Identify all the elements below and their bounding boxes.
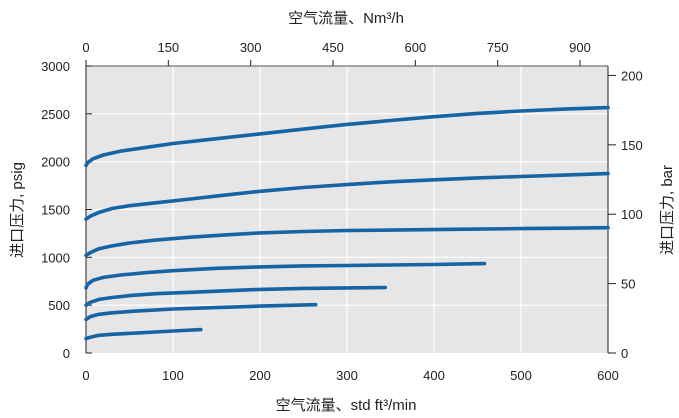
x-tick-label: 400 <box>423 368 445 383</box>
series-line-1 <box>84 105 610 168</box>
y-tick-label: 2000 <box>41 155 70 170</box>
series-line-6 <box>84 302 318 322</box>
x2-tick-label: 600 <box>404 40 426 55</box>
y-tick-label: 3000 <box>41 59 70 74</box>
x-tick-label: 0 <box>82 368 89 383</box>
y2-tick-label: 50 <box>621 277 635 292</box>
grid <box>86 66 608 353</box>
y-tick-label: 2500 <box>41 107 70 122</box>
x2-tick-label: 900 <box>569 40 591 55</box>
series-line-7 <box>84 327 203 341</box>
y-tick-label: 0 <box>63 346 70 361</box>
x-tick-label: 500 <box>510 368 532 383</box>
x2-tick-label: 750 <box>487 40 509 55</box>
y2-tick-label: 0 <box>621 346 628 361</box>
series-line-4 <box>84 261 487 290</box>
y-axis-left-label: 进口压力, psig <box>9 162 26 258</box>
x-axis-top-label: 空气流量、Nm³/h <box>288 10 404 27</box>
x2-tick-label: 450 <box>322 40 344 55</box>
x-tick-label: 200 <box>249 368 271 383</box>
series-line-2 <box>84 171 610 221</box>
x-tick-label: 600 <box>597 368 619 383</box>
y2-tick-label: 150 <box>621 138 643 153</box>
x-tick-label: 100 <box>162 368 184 383</box>
x2-tick-label: 150 <box>157 40 179 55</box>
x2-tick-label: 300 <box>240 40 262 55</box>
series-group <box>84 105 610 341</box>
x-axis-bottom-label: 空气流量、std ft³/min <box>276 397 417 414</box>
x-tick-label: 300 <box>336 368 358 383</box>
y2-tick-label: 200 <box>621 68 643 83</box>
y-tick-label: 500 <box>48 298 70 313</box>
y2-tick-label: 100 <box>621 207 643 222</box>
y-axis-right-label: 进口压力, bar <box>659 165 676 255</box>
y-tick-label: 1000 <box>41 250 70 265</box>
y-tick-label: 1500 <box>41 203 70 218</box>
x2-tick-label: 0 <box>82 40 89 55</box>
series-line-3 <box>84 225 610 258</box>
series-line-5 <box>84 285 388 308</box>
